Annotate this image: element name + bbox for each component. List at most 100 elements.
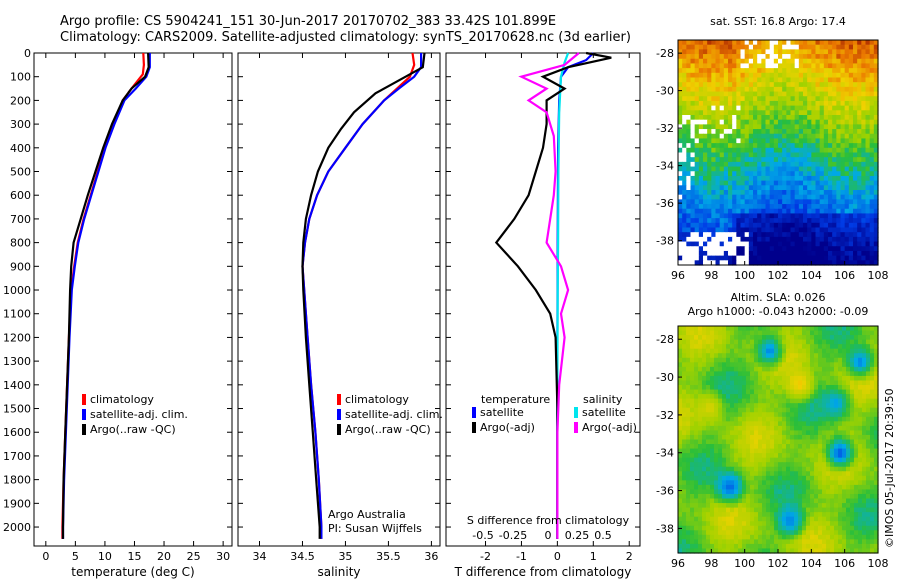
sla-map-cell [718,430,723,436]
sst-map-cell [782,147,787,154]
sst-map-cell [744,115,750,121]
sst-map-cell [719,77,725,83]
sla-map-cell [790,394,795,400]
sst-map-cell [757,218,762,224]
sla-map-cell [678,348,683,354]
sst-map-cell [798,185,804,191]
sla-map-cell [842,389,847,395]
sla-map-cell [818,530,823,536]
sla-map-cell [794,516,799,522]
sst-map-cell [840,222,846,229]
sla-map-cell [874,430,879,436]
sst-map-cell [753,204,758,210]
sla-map-cell [826,389,831,395]
sst-map-cell [794,72,800,79]
sst-map-cell [690,119,696,125]
sla-map-cell [846,484,851,491]
sla-map-cell [726,489,731,495]
sla-map-cell [754,357,759,363]
sst-map-cell [798,143,804,149]
sst-map-cell [869,77,875,83]
sla-map-cell [858,521,863,527]
sst-map-cell [786,77,792,83]
sst-map-cell [761,236,767,243]
sst-map-cell [686,119,692,125]
sla-map-cell [770,366,775,372]
sst-map-cell [723,129,729,135]
temperature-frame [33,52,233,547]
sst-map-cell [686,77,692,83]
sst-map-cell [744,166,750,172]
sst-map-cell [715,190,721,196]
sla-map-cell [778,534,783,540]
sla-map-cell [682,403,687,409]
sla-map-cell [842,416,847,422]
sla-map-cell [710,534,715,540]
sst-map-cell [690,175,696,182]
difference-xtick-label: 0 [554,550,561,563]
sst-map-cell [744,171,750,177]
sla-map-cell [750,357,755,363]
sst-map-cell [678,232,683,238]
sla-map-cell [866,534,871,540]
sst-map-cell [723,199,729,205]
sst-map-cell [723,241,729,247]
sla-map-cell [758,335,763,341]
sst-map-cell [715,119,721,125]
sla-map-cell [762,439,767,445]
sla-map-cell [698,339,703,345]
sla-map-cell [686,439,691,445]
sst-map-cell [748,105,754,111]
sst-map-cell [807,152,812,158]
sst-map-cell [819,129,825,135]
sla-map-cell [754,434,759,441]
sla-map-cell [830,453,835,459]
sla-map-cell [746,416,751,422]
sst-map-cell [719,246,725,252]
sla-map-cell [818,326,823,332]
sst-map-cell [698,110,704,116]
sla-map-cell [806,498,811,504]
sla-map-cell [858,534,863,540]
sla-map-cell [750,398,755,404]
sla-map-cell [814,366,819,372]
temperature-ytick-label: 800 [10,237,31,250]
sla-map-cell [874,416,879,422]
sst-map-cell [786,232,792,238]
salinity-legend-swatch [337,394,341,405]
sst-map-cell [698,124,704,130]
sst-map-cell [828,86,833,93]
sst-map-cell [711,208,717,215]
sst-map-cell [698,44,704,50]
sst-map-cell [765,68,771,74]
sst-map-cell [736,77,742,83]
sst-map-cell [694,260,700,266]
sst-map-cell [698,255,704,261]
sst-map-cell [836,236,842,243]
sst-map-cell [707,180,712,186]
sst-map-cell [715,241,721,247]
sst-map-cell [723,110,729,116]
sla-map-cell [778,457,783,463]
sst-map-cell [803,236,808,243]
sla-map-cell [842,434,847,441]
sla-map-cell [742,439,747,445]
sst-map-cell [757,129,762,135]
sla-map-cell [758,375,763,382]
sst-map-cell [715,124,721,130]
sst-map-cell [719,119,725,125]
sla-map-cell [838,403,843,409]
sla-map-cell [798,394,803,400]
sla-map-cell [698,484,703,491]
sla-map-cell [686,539,691,545]
sla-map-cell [866,457,871,463]
sst-map-cell [782,68,787,74]
sst-map-cell [798,82,804,88]
sst-map-cell [711,68,717,74]
sst-map-cell [848,180,854,186]
sla-map-cell [846,466,851,472]
sst-map-cell [723,124,729,130]
sst-map-cell [744,72,750,79]
sst-map-cell [728,63,733,69]
